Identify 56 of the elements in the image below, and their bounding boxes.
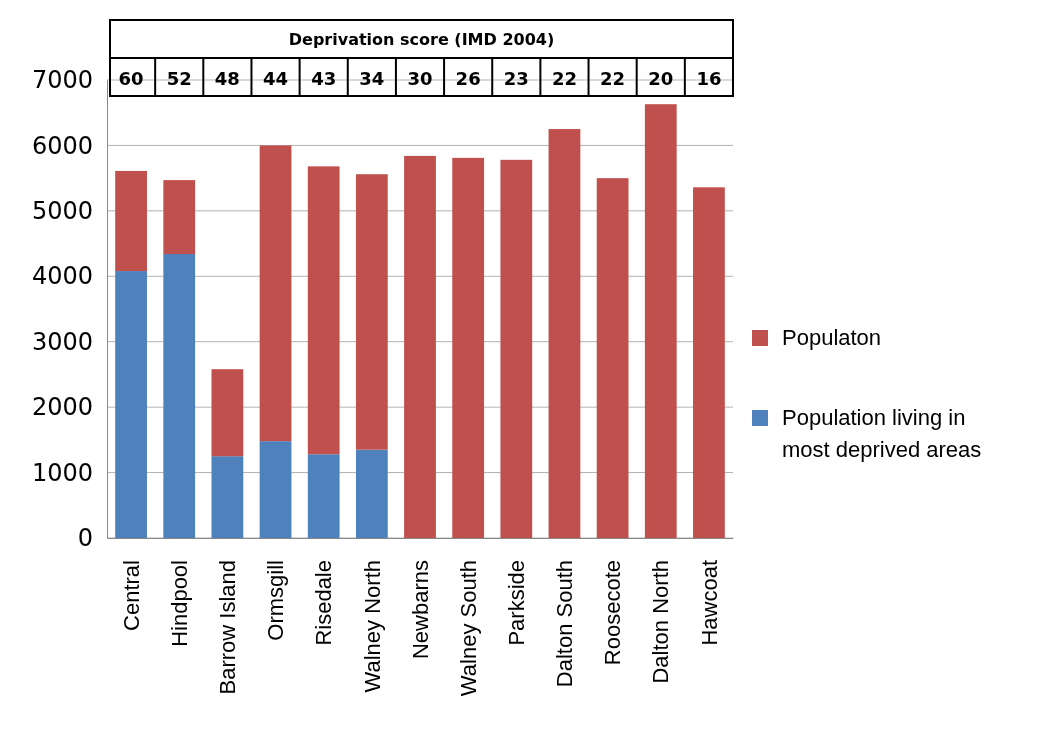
- y-tick-label: 2000: [31, 393, 93, 422]
- annotation: 30: [407, 68, 433, 89]
- x-tick-label: Roosecote: [600, 560, 626, 666]
- bar: [211, 456, 244, 538]
- x-tick-label: Parkside: [504, 560, 530, 646]
- legend-label: Population living in most deprived areas: [782, 405, 982, 462]
- bar: [211, 369, 244, 457]
- x-tick-label: Dalton South: [552, 560, 578, 688]
- annotation: 52: [166, 68, 192, 89]
- bar: [452, 157, 485, 538]
- annotation: 26: [455, 68, 481, 89]
- y-tick-label: 7000: [31, 66, 93, 95]
- bar: [355, 174, 388, 450]
- y-tick-label: 0: [77, 524, 93, 553]
- x-tick-label: Walney North: [359, 560, 385, 693]
- x-tick-label: Dalton North: [648, 560, 674, 684]
- x-tick-label: Hindpool: [166, 560, 192, 647]
- x-tick-label: Risedale: [311, 560, 337, 646]
- bar: [307, 454, 340, 538]
- x-tick-label: Ormsgill: [263, 560, 289, 641]
- annotation: 60: [118, 68, 144, 89]
- legend-label: Populaton: [782, 325, 882, 350]
- x-tick-label: Barrow Island: [215, 560, 241, 695]
- bar: [115, 170, 147, 272]
- bar: [163, 180, 196, 255]
- x-tick-label: Walney South: [455, 560, 481, 697]
- annotation: 48: [214, 68, 240, 89]
- annotation: 43: [311, 68, 337, 89]
- annotation: 23: [503, 68, 529, 89]
- bar: [355, 449, 388, 538]
- y-tick-label: 5000: [31, 197, 93, 226]
- annotation: 22: [600, 68, 626, 89]
- bar: [404, 155, 436, 538]
- bar: [115, 271, 147, 538]
- annotation: 34: [359, 68, 385, 89]
- annotation: 16: [696, 68, 722, 89]
- y-tick-label: 3000: [31, 327, 93, 356]
- bar: [693, 187, 725, 538]
- x-tick-label: Central: [118, 560, 144, 631]
- annotation: 20: [648, 68, 674, 89]
- bar: [548, 129, 581, 538]
- annotation: 44: [263, 68, 289, 89]
- text: Deprivation score (IMD 2004): [288, 30, 555, 49]
- bar: [596, 178, 629, 538]
- annotation: 22: [551, 68, 577, 89]
- x-tick-label: Hawcoat: [696, 560, 722, 646]
- y-tick-label: 4000: [31, 262, 93, 291]
- y-tick-label: 6000: [31, 131, 93, 160]
- x-tick-label: Newbarns: [407, 560, 433, 660]
- bar: [259, 441, 292, 538]
- bar: [163, 254, 196, 538]
- bar: [500, 159, 533, 538]
- bar: [259, 145, 292, 442]
- bar: [644, 104, 677, 538]
- bar: [307, 166, 340, 455]
- y-tick-label: 1000: [31, 458, 93, 487]
